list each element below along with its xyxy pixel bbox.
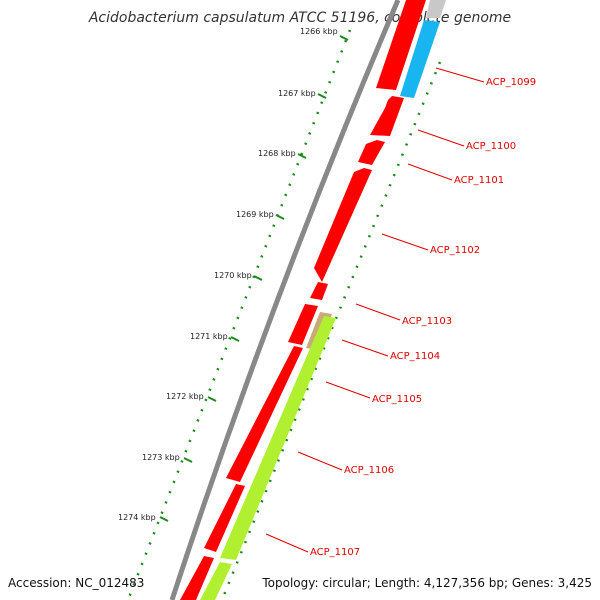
gene-label[interactable]: ACP_1101	[454, 175, 504, 186]
gene-acp-1107-feature	[180, 556, 214, 600]
genome-info-text: Topology: circular; Length: 4,127,356 bp…	[262, 576, 592, 590]
kbp-label: 1267 kbp	[278, 89, 316, 98]
reverse-strand-genes	[200, 0, 446, 600]
kbp-label: 1274 kbp	[118, 513, 156, 522]
gene-acp-1104-feature	[226, 346, 303, 482]
gene-label[interactable]: ACP_1099	[486, 77, 536, 88]
callout-line	[407, 163, 453, 181]
accession-text: Accession: NC_012483	[8, 576, 145, 590]
callout-line	[297, 451, 343, 471]
gene-label[interactable]: ACP_1106	[344, 465, 394, 476]
kbp-tick	[297, 153, 307, 159]
kbp-tick	[183, 457, 193, 463]
callout-line	[355, 303, 401, 321]
callout-line	[265, 533, 309, 553]
kbp-label: 1270 kbp	[214, 271, 252, 280]
callout-line	[435, 67, 485, 83]
gene-acp-1106-feature	[204, 484, 245, 552]
gene-acp-1105-green-feature	[220, 316, 336, 560]
gene-label[interactable]: ACP_1100	[466, 141, 516, 152]
gene-label[interactable]: ACP_1105	[372, 394, 422, 405]
gene-acp-1103-feature	[288, 304, 318, 345]
gene-acp-1099-feature	[370, 96, 404, 136]
forward-strand-genes	[180, 0, 426, 600]
gene-label[interactable]: ACP_1107	[310, 547, 360, 558]
kbp-label: 1269 kbp	[236, 210, 274, 219]
gene-acp-1099-blue-feature	[400, 20, 440, 98]
kbp-tick	[159, 516, 169, 522]
gene-acp-1100-feature	[358, 140, 385, 165]
kbp-tick	[275, 214, 285, 220]
gene-acp-1098-feature	[376, 0, 426, 90]
gene-acp-1101-feature	[314, 168, 372, 282]
callout-line	[341, 339, 389, 357]
gene-label[interactable]: ACP_1102	[430, 245, 480, 256]
kbp-label: 1272 kbp	[166, 392, 204, 401]
kbp-scale: 1266 kbp 1267 kbp 1268 kbp 1269 kbp 1270…	[118, 27, 349, 522]
kbp-tick	[207, 396, 217, 402]
kbp-tick	[253, 275, 263, 281]
callout-line	[381, 233, 429, 251]
gene-callouts: ACP_1099 ACP_1100 ACP_1101 ACP_1102 ACP_…	[265, 67, 536, 558]
callout-line	[417, 129, 465, 147]
genome-backbone	[169, 0, 401, 600]
gene-grey-feature	[426, 0, 446, 18]
kbp-tick	[339, 35, 349, 41]
kbp-label: 1268 kbp	[258, 149, 296, 158]
kbp-tick	[317, 93, 327, 99]
callout-line	[325, 381, 371, 399]
inner-scale-ring	[220, 61, 442, 600]
kbp-label: 1273 kbp	[142, 453, 180, 462]
gene-acp-1107-green-feature	[200, 562, 232, 600]
kbp-tick	[230, 336, 240, 342]
gene-acp-1102-feature	[310, 282, 328, 300]
kbp-label: 1266 kbp	[300, 27, 338, 36]
gene-label[interactable]: ACP_1104	[390, 351, 440, 362]
gene-label[interactable]: ACP_1103	[402, 316, 452, 327]
kbp-label: 1271 kbp	[190, 332, 228, 341]
